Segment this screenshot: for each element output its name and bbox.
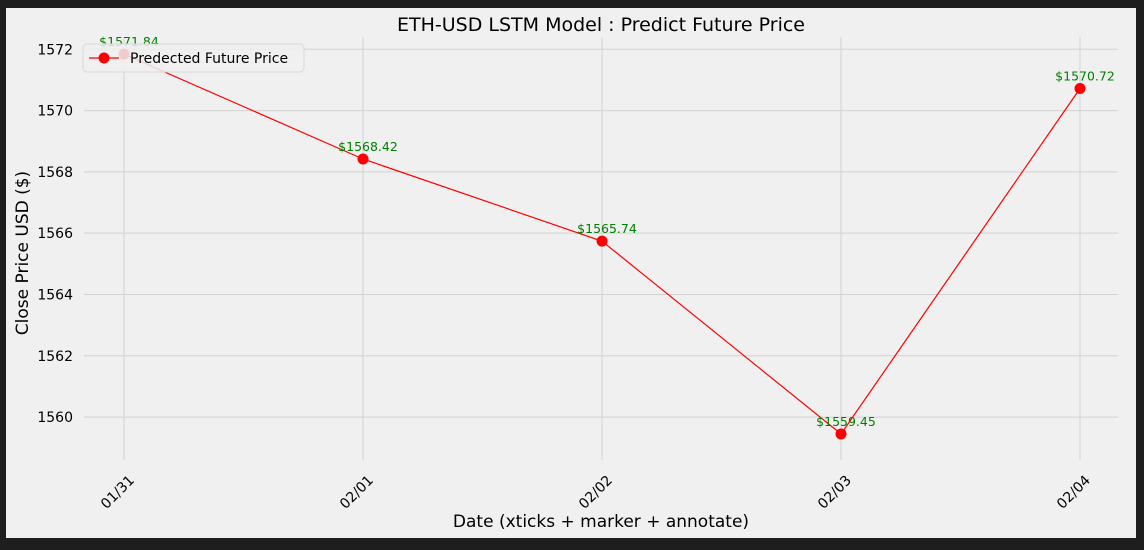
y-tick-label: 1564	[37, 287, 73, 303]
data-value-label: $1570.72	[1055, 68, 1115, 83]
figure-background	[6, 8, 1136, 538]
y-tick-label: 1572	[37, 42, 73, 58]
y-tick-label: 1562	[37, 349, 73, 365]
data-value-label: $1568.42	[338, 139, 398, 154]
y-gridlines	[84, 48, 1118, 418]
y-tick-label: 1568	[37, 165, 73, 181]
y-tick-labels: 1560 1562 1564 1566 1568 1570 1572	[37, 42, 73, 426]
legend: Predected Future Price	[82, 43, 305, 73]
data-point	[835, 428, 847, 440]
legend-entry-label: Predected Future Price	[130, 51, 288, 67]
data-point	[357, 153, 369, 165]
data-point	[1074, 82, 1086, 94]
legend-marker-swatch	[98, 52, 110, 64]
chart-title: ETH-USD LSTM Model : Predict Future Pric…	[397, 14, 805, 36]
x-axis-label: Date (xticks + marker + annotate)	[453, 512, 749, 532]
data-value-label: $1559.45	[816, 414, 876, 429]
data-value-label: $1565.74	[577, 221, 637, 236]
legend-box	[82, 43, 305, 73]
series-layer	[118, 48, 1086, 440]
y-tick-label: 1570	[37, 104, 73, 120]
y-axis-label: Close Price USD ($)	[13, 171, 33, 335]
x-gridlines	[123, 37, 1081, 460]
y-tick-label: 1566	[37, 226, 73, 242]
y-tick-label: 1560	[37, 410, 73, 426]
data-point	[596, 235, 608, 247]
